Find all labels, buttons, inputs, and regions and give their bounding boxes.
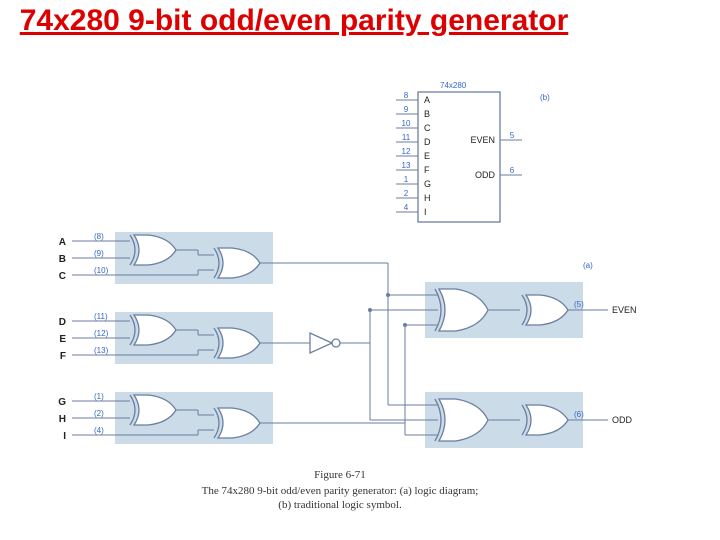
input-group-def: D (11) E (12) F (13) [59,312,300,364]
pin-label: (10) [94,266,109,275]
signal-label: D [59,317,66,328]
pin-label: (2) [94,409,104,418]
pin-name: B [424,109,430,119]
input-group-abc: A (8) B (9) C (10) [59,232,300,284]
annotation-b: (b) [540,93,550,102]
pin-num: 2 [404,189,409,198]
output-label: ODD [612,415,633,425]
pin-num: 5 [510,131,515,140]
middle-routing [300,263,407,423]
pin-num: 11 [402,133,411,142]
diagram-svg: 74x280 8 A 9 B 10 C 11 D 12 E 13 F 1 G 2 H 4 I EV… [0,0,720,540]
pin-name: ODD [475,170,496,180]
figure-caption: Figure 6-71 The 74x280 9-bit odd/even pa… [202,469,479,511]
annotation-a: (a) [583,261,593,270]
chip-left-pins: 8 A 9 B 10 C 11 D 12 E 13 F 1 G 2 H 4 I [396,91,431,217]
pin-num: 1 [404,175,409,184]
pin-num: 6 [510,166,515,175]
pin-label: (8) [94,232,104,241]
pin-label: (9) [94,249,104,258]
pin-name: E [424,151,430,161]
output-label: EVEN [612,305,637,315]
pin-name: I [424,207,427,217]
pin-name: EVEN [470,135,495,145]
signal-label: H [59,414,66,425]
pin-label: (5) [574,300,584,309]
pin-num: 13 [402,161,411,170]
pin-label: (11) [94,312,108,321]
signal-label: I [63,431,66,442]
caption-line2: (b) traditional logic symbol. [278,499,402,511]
caption-fig: Figure 6-71 [314,469,366,481]
signal-label: F [60,351,66,362]
pin-label: (4) [94,426,104,435]
chip-name: 74x280 [440,81,467,90]
signal-label: C [59,271,66,282]
signal-label: G [58,397,66,408]
pin-name: C [424,123,431,133]
signal-label: B [59,254,66,265]
pin-num: 4 [404,203,409,212]
signal-label: A [59,237,66,248]
pin-name: H [424,193,431,203]
pin-num: 8 [404,91,409,100]
caption-line1: The 74x280 9-bit odd/even parity generat… [202,485,479,497]
inverter-icon [310,333,340,353]
pin-name: G [424,179,431,189]
output-stage-even: (5) EVEN [370,282,637,338]
pin-num: 12 [402,147,411,156]
output-stage-odd: (6) ODD [370,392,633,448]
pin-name: D [424,137,431,147]
pin-name: F [424,165,430,175]
pin-name: A [424,95,430,105]
pin-label: (1) [94,392,104,401]
pin-label: (12) [94,329,109,338]
pin-num: 9 [404,105,409,114]
input-group-ghi: G (1) H (2) I (4) [58,392,300,444]
signal-label: E [59,334,66,345]
pin-num: 10 [402,119,411,128]
pin-label: (6) [574,410,584,419]
net-branches-to-odd [370,295,405,435]
pin-label: (13) [94,346,109,355]
logic-symbol-block: 74x280 8 A 9 B 10 C 11 D 12 E 13 F 1 G 2 H 4 I EV… [396,81,550,222]
